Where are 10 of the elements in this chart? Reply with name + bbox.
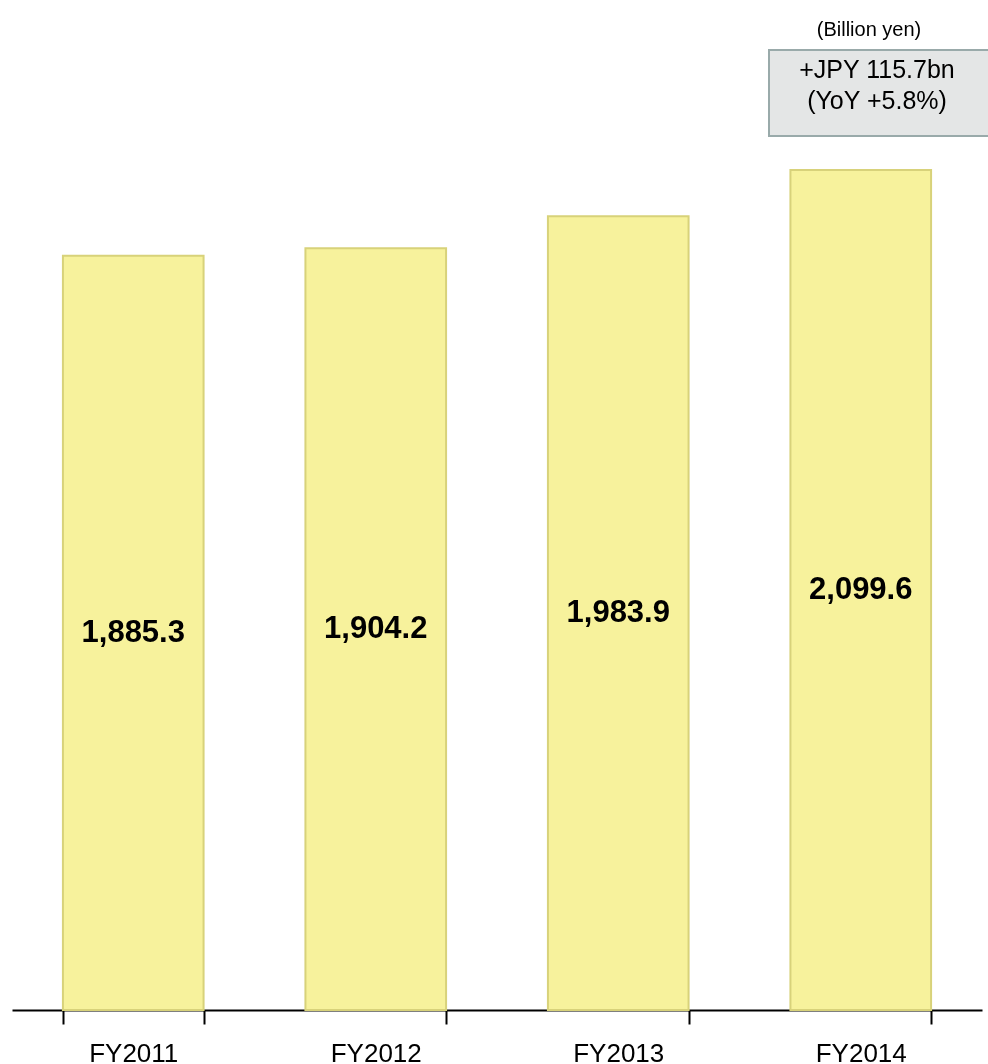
data-label: 1,885.3 — [81, 613, 185, 649]
text: +JPY 115.7bn (YoY +5.8%) — [799, 55, 955, 115]
data-label: 1,904.2 — [324, 610, 428, 646]
data-label: 1,983.9 — [566, 594, 670, 630]
data-label: 2,099.6 — [809, 571, 913, 606]
x-tick-label: FY2011 — [89, 1037, 179, 1064]
x-tick-label: FY2012 — [330, 1037, 422, 1064]
x-tick-label: FY2013 — [573, 1037, 665, 1064]
text: (Billion yen) — [816, 18, 922, 40]
x-tick-label: FY2014 — [815, 1037, 907, 1064]
